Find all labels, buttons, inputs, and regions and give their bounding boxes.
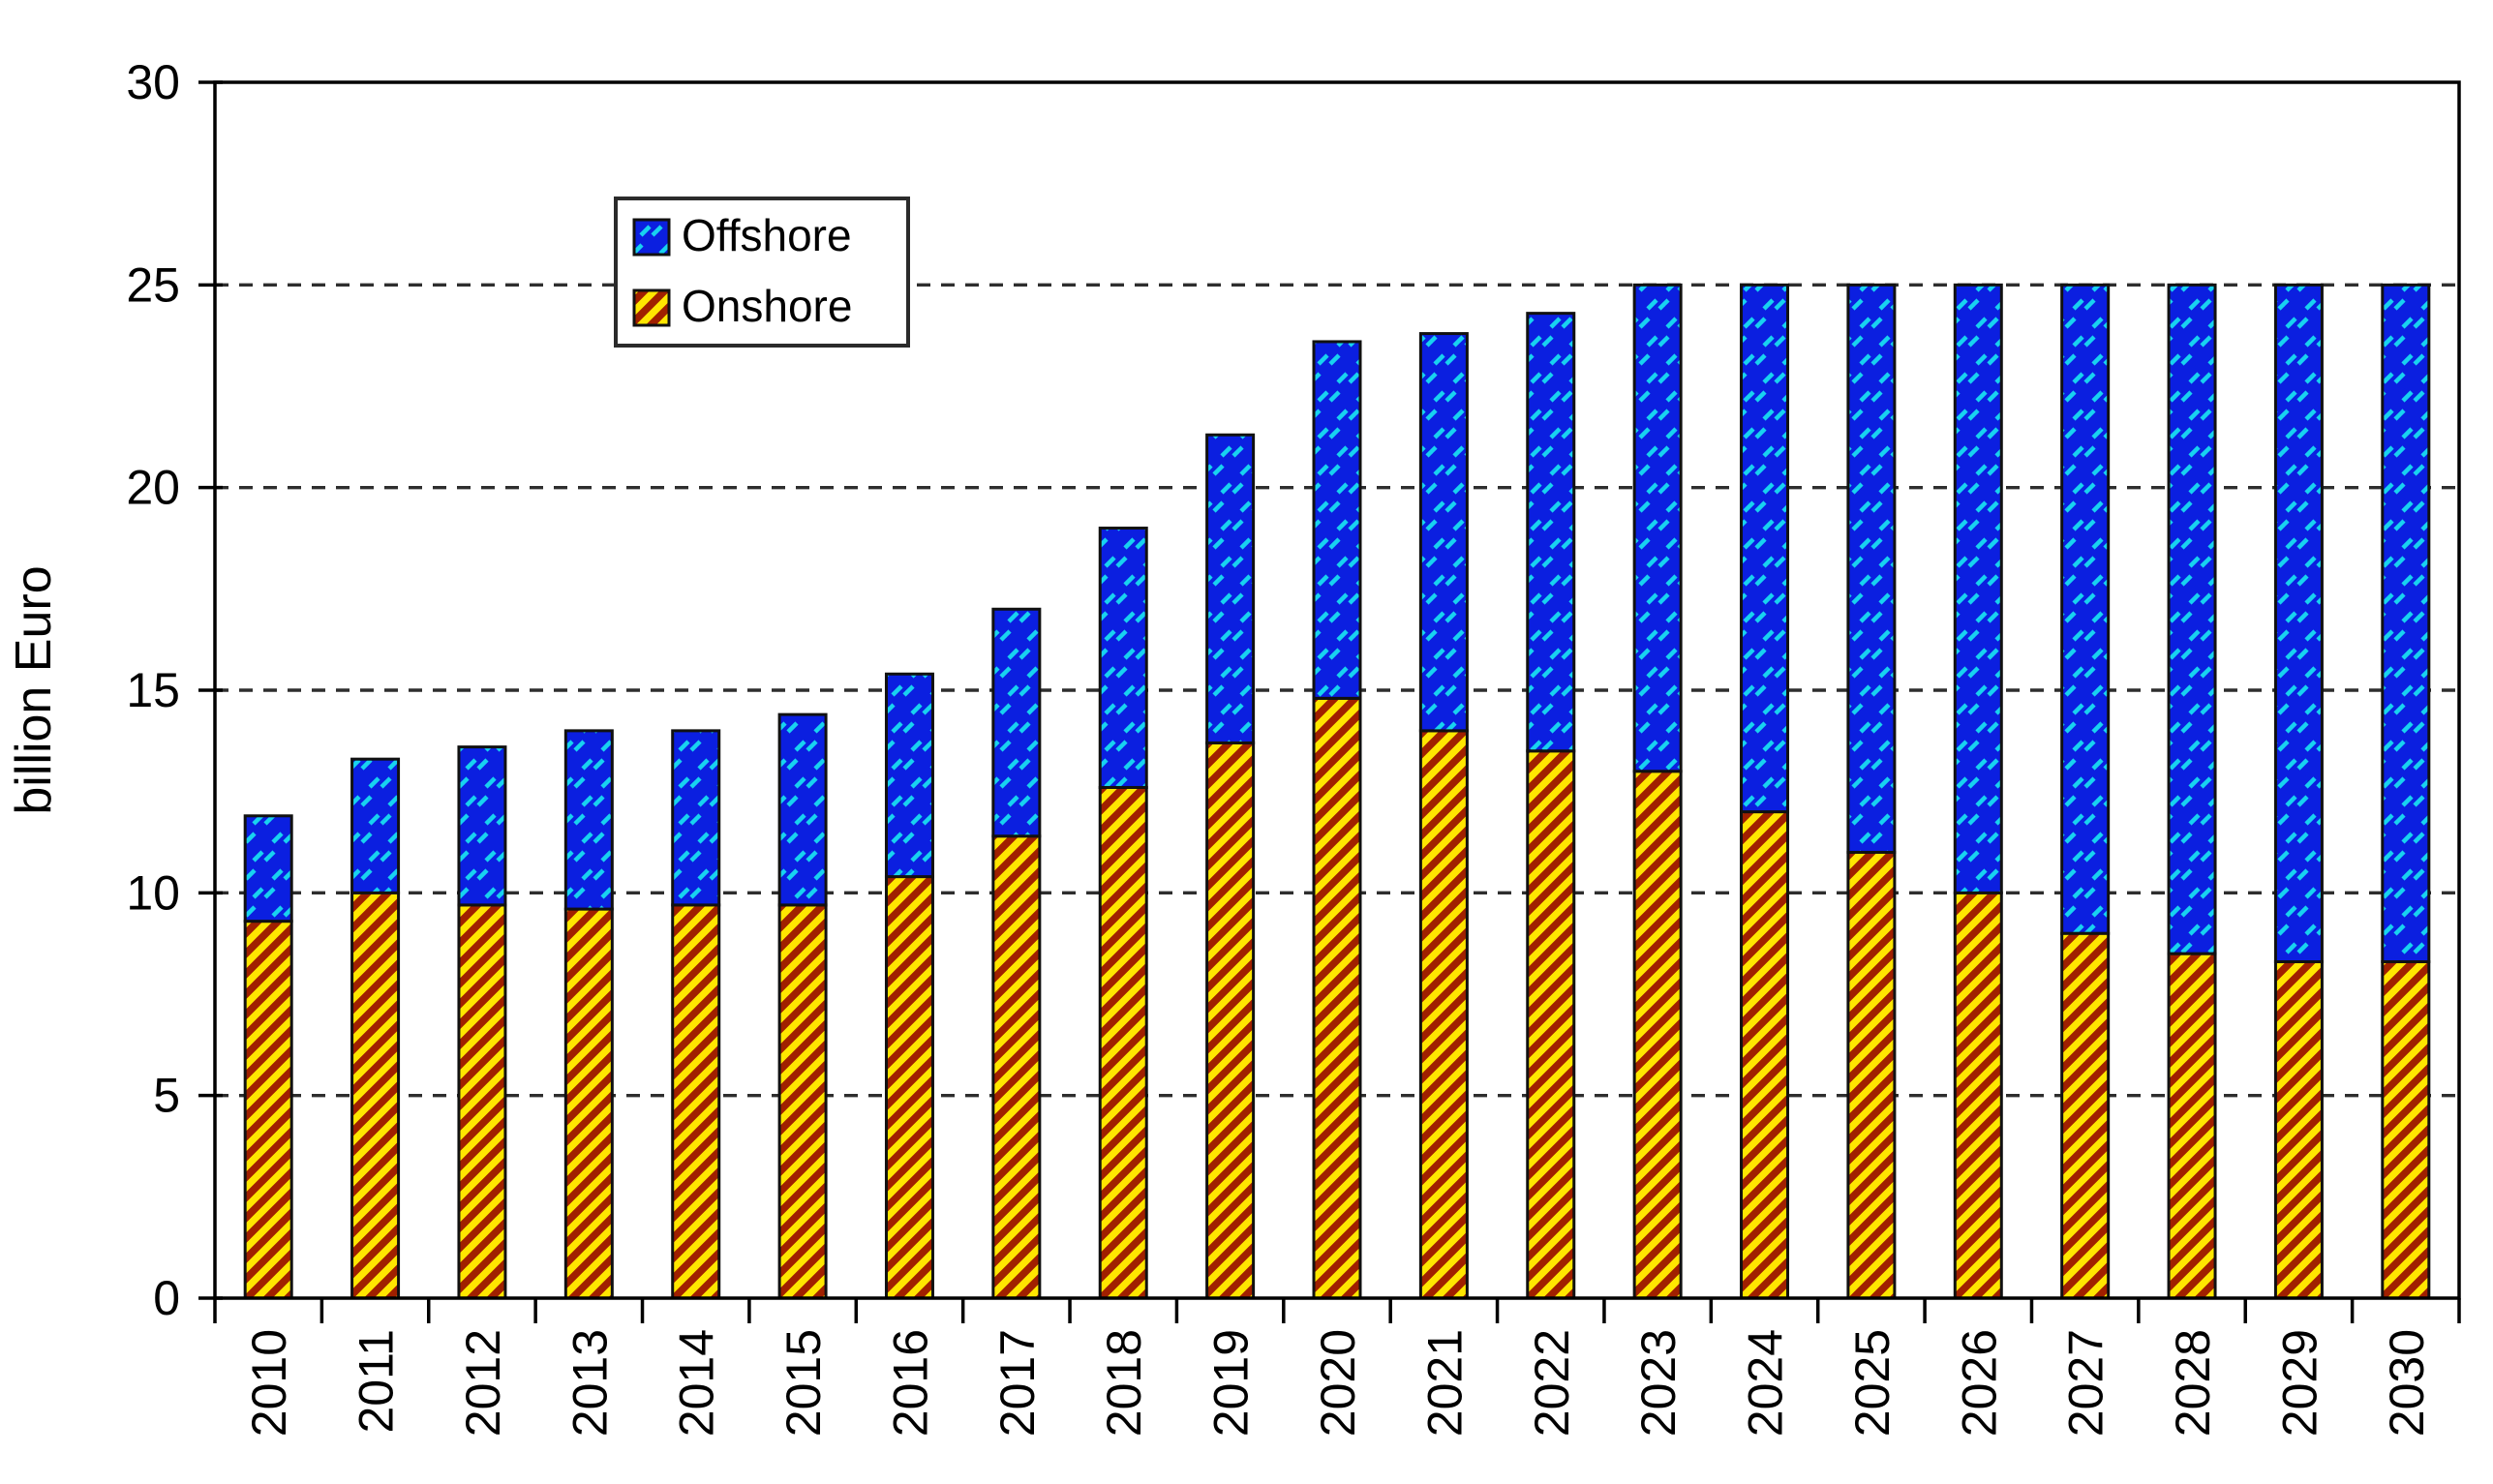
y-axis-title: billion Euro (6, 565, 62, 814)
x-tick-label-2016: 2016 (883, 1329, 937, 1437)
bar-2011-offshore (350, 757, 401, 894)
bar-2016-onshore (884, 875, 934, 1300)
bar-2022-offshore (1526, 312, 1576, 753)
legend-swatch-offshore-icon (632, 218, 671, 257)
bar-2024-onshore (1740, 810, 1790, 1300)
bar-2021-offshore (1418, 332, 1469, 733)
bar-2021-onshore (1418, 729, 1469, 1300)
bar-2029-offshore (2273, 283, 2324, 964)
bars (243, 283, 2431, 1300)
x-tick-label-2012: 2012 (456, 1329, 510, 1437)
bar-2020-offshore (1312, 340, 1362, 700)
x-tick-label-2010: 2010 (242, 1329, 296, 1437)
x-tick-label-2015: 2015 (776, 1329, 831, 1437)
bar-2010-onshore (243, 920, 293, 1300)
bar-2017-offshore (991, 607, 1042, 838)
bar-2023-onshore (1632, 770, 1683, 1300)
bar-2011-onshore (350, 891, 401, 1300)
bar-2013-offshore (563, 729, 614, 911)
bar-2016-offshore (884, 672, 934, 879)
bar-2015-offshore (777, 712, 828, 907)
bar-2027-onshore (2060, 931, 2111, 1300)
bar-2026-offshore (1953, 283, 2003, 894)
bar-2010-offshore (243, 814, 293, 924)
x-tick-label-2013: 2013 (562, 1329, 617, 1437)
y-tick-label-25: 25 (126, 257, 180, 312)
x-tick-label-2030: 2030 (2380, 1329, 2434, 1437)
legend-swatch-onshore-icon (632, 288, 671, 327)
x-tick-label-2014: 2014 (670, 1329, 724, 1437)
x-tick-label-2029: 2029 (2272, 1329, 2326, 1437)
y-tick-label-0: 0 (153, 1271, 180, 1325)
x-tick-label-2023: 2023 (1631, 1329, 1686, 1437)
bar-2024-offshore (1740, 283, 1790, 814)
legend-label-onshore: Onshore (682, 281, 852, 331)
bar-2026-onshore (1953, 891, 2003, 1300)
bar-2018-onshore (1098, 785, 1148, 1300)
y-tick-label-15: 15 (126, 663, 180, 717)
x-tick-label-2027: 2027 (2059, 1329, 2113, 1437)
bar-2027-offshore (2060, 283, 2111, 935)
bar-2030-offshore (2381, 283, 2431, 964)
legend-label-offshore: Offshore (682, 210, 852, 260)
x-tick-label-2028: 2028 (2166, 1329, 2220, 1437)
bar-2028-onshore (2167, 952, 2217, 1300)
x-tick-label-2018: 2018 (1097, 1329, 1151, 1437)
x-tick-label-2011: 2011 (350, 1329, 404, 1434)
bar-2025-onshore (1846, 850, 1897, 1300)
x-tick-label-2026: 2026 (1952, 1329, 2006, 1437)
x-tick-label-2022: 2022 (1525, 1329, 1579, 1437)
bar-2017-onshore (991, 834, 1042, 1300)
y-tick-label-5: 5 (153, 1069, 180, 1123)
x-tick-label-2020: 2020 (1311, 1329, 1365, 1437)
y-tick-label-30: 30 (126, 55, 180, 109)
x-tick-label-2017: 2017 (990, 1329, 1045, 1437)
bar-2018-offshore (1098, 527, 1148, 789)
bar-2022-onshore (1526, 749, 1576, 1300)
bar-2013-onshore (563, 907, 614, 1300)
legend: Offshore Onshore (614, 197, 910, 348)
axis-ticks (198, 80, 2461, 1323)
x-tick-label-2019: 2019 (1204, 1329, 1259, 1437)
bar-2030-onshore (2381, 960, 2431, 1300)
y-tick-label-10: 10 (126, 865, 180, 920)
x-tick-label-2025: 2025 (1845, 1329, 1900, 1437)
bar-2025-offshore (1846, 283, 1897, 854)
bar-2012-onshore (457, 903, 507, 1300)
bar-2023-offshore (1632, 283, 1683, 773)
bar-2020-onshore (1312, 696, 1362, 1300)
bar-2014-onshore (671, 903, 721, 1300)
x-tick-label-2024: 2024 (1739, 1329, 1793, 1437)
bar-2028-offshore (2167, 283, 2217, 955)
x-tick-label-2021: 2021 (1417, 1329, 1472, 1437)
bar-2015-onshore (777, 903, 828, 1300)
bar-2019-onshore (1205, 741, 1256, 1300)
y-tick-label-20: 20 (126, 461, 180, 515)
bar-2012-offshore (457, 745, 507, 907)
bar-2019-offshore (1205, 433, 1256, 744)
bar-2029-onshore (2273, 960, 2324, 1300)
bar-2014-offshore (671, 729, 721, 907)
